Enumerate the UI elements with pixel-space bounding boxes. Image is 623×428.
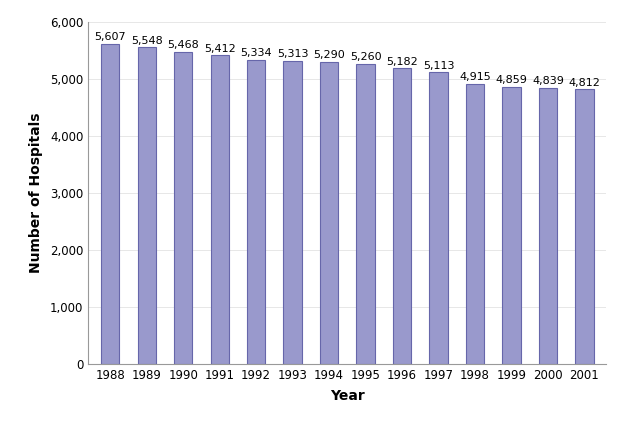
- Bar: [320, 62, 338, 364]
- X-axis label: Year: Year: [330, 389, 364, 403]
- Bar: [247, 59, 265, 364]
- Text: 5,412: 5,412: [204, 44, 235, 54]
- Text: 5,468: 5,468: [168, 40, 199, 51]
- Y-axis label: Number of Hospitals: Number of Hospitals: [29, 113, 43, 273]
- Bar: [211, 55, 229, 364]
- Bar: [466, 83, 484, 364]
- Bar: [429, 72, 448, 364]
- Text: 5,290: 5,290: [313, 51, 345, 60]
- Bar: [174, 52, 193, 364]
- Text: 5,607: 5,607: [94, 33, 126, 42]
- Text: 4,839: 4,839: [532, 76, 564, 86]
- Bar: [502, 87, 521, 364]
- Bar: [101, 44, 120, 364]
- Text: 4,859: 4,859: [495, 75, 528, 85]
- Text: 5,113: 5,113: [423, 60, 454, 71]
- Text: 5,182: 5,182: [386, 56, 418, 67]
- Bar: [283, 61, 302, 364]
- Text: 5,334: 5,334: [240, 48, 272, 58]
- Text: 4,915: 4,915: [459, 72, 491, 82]
- Text: 5,313: 5,313: [277, 49, 308, 59]
- Text: 4,812: 4,812: [569, 78, 601, 88]
- Bar: [539, 88, 557, 364]
- Bar: [356, 64, 374, 364]
- Bar: [575, 89, 594, 364]
- Text: 5,548: 5,548: [131, 36, 163, 46]
- Bar: [393, 68, 411, 364]
- Text: 5,260: 5,260: [350, 52, 381, 62]
- Bar: [138, 48, 156, 364]
